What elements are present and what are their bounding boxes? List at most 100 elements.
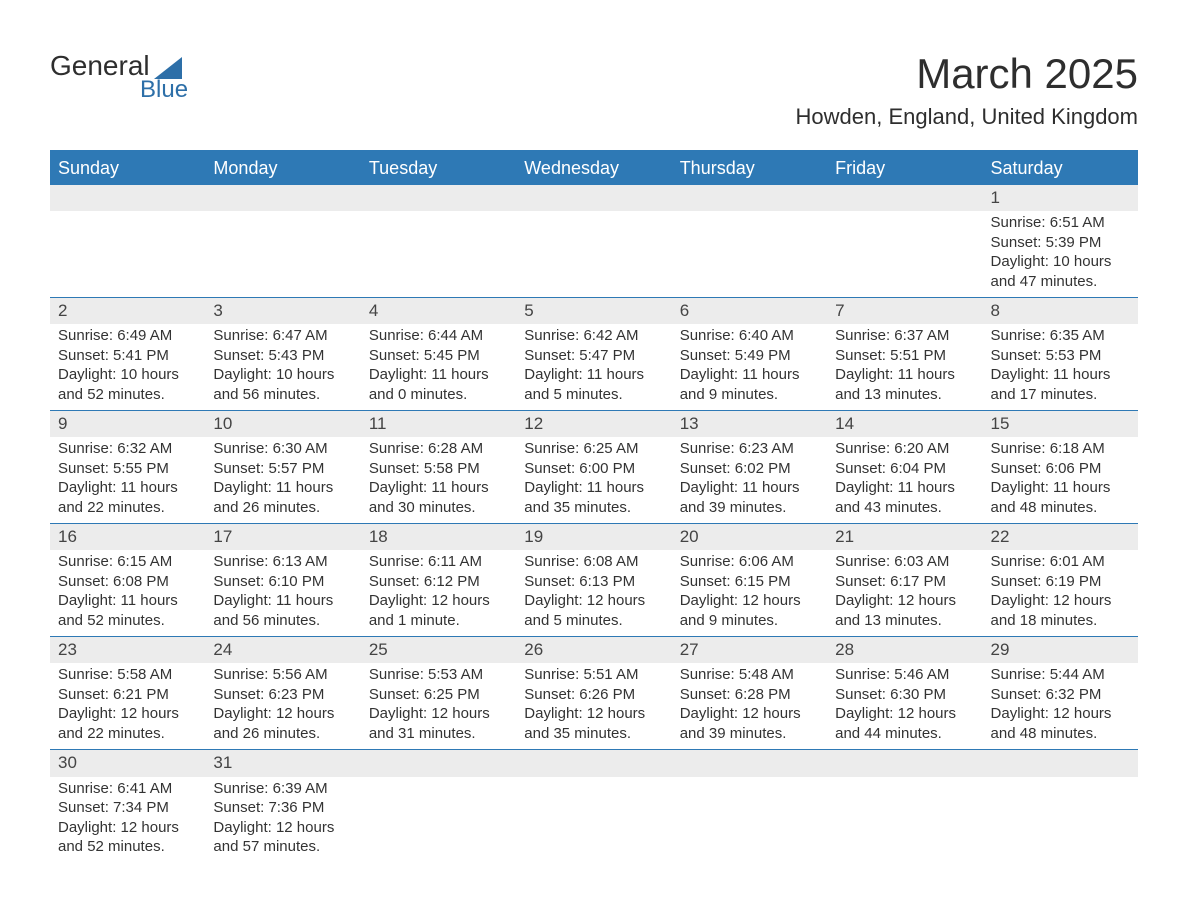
- sunrise-text: Sunrise: 6:25 AM: [524, 439, 663, 459]
- daylight-line1: Daylight: 11 hours: [58, 591, 197, 611]
- sunset-text: Sunset: 5:39 PM: [991, 233, 1130, 253]
- sunset-text: Sunset: 5:51 PM: [835, 346, 974, 366]
- daynum-row: 9101112131415: [50, 411, 1138, 438]
- sunrise-text: Sunrise: 6:47 AM: [213, 326, 352, 346]
- day-cell-detail: [983, 777, 1138, 863]
- day-detail: Sunrise: 6:28 AMSunset: 5:58 PMDaylight:…: [361, 437, 516, 523]
- day-detail: [672, 211, 827, 291]
- sunrise-text: Sunrise: 6:32 AM: [58, 439, 197, 459]
- day-cell-detail: Sunrise: 6:51 AMSunset: 5:39 PMDaylight:…: [983, 211, 1138, 298]
- sunrise-text: Sunrise: 5:48 AM: [680, 665, 819, 685]
- day-cell-detail: [361, 211, 516, 298]
- sunrise-text: Sunrise: 6:23 AM: [680, 439, 819, 459]
- day-number: 12: [516, 411, 671, 437]
- sunset-text: Sunset: 6:32 PM: [991, 685, 1130, 705]
- day-detail: Sunrise: 6:11 AMSunset: 6:12 PMDaylight:…: [361, 550, 516, 636]
- daylight-line1: Daylight: 12 hours: [524, 591, 663, 611]
- day-cell-detail: Sunrise: 6:39 AMSunset: 7:36 PMDaylight:…: [205, 777, 360, 863]
- daylight-line1: Daylight: 12 hours: [991, 591, 1130, 611]
- day-detail: Sunrise: 6:40 AMSunset: 5:49 PMDaylight:…: [672, 324, 827, 410]
- day-cell-detail: Sunrise: 5:56 AMSunset: 6:23 PMDaylight:…: [205, 663, 360, 750]
- day-cell-number: 28: [827, 637, 982, 664]
- sunrise-text: Sunrise: 5:53 AM: [369, 665, 508, 685]
- day-number: 19: [516, 524, 671, 550]
- day-cell-detail: Sunrise: 5:44 AMSunset: 6:32 PMDaylight:…: [983, 663, 1138, 750]
- day-detail: [983, 777, 1138, 857]
- sunset-text: Sunset: 6:19 PM: [991, 572, 1130, 592]
- day-cell-detail: Sunrise: 6:25 AMSunset: 6:00 PMDaylight:…: [516, 437, 671, 524]
- daylight-line1: Daylight: 12 hours: [991, 704, 1130, 724]
- day-number: 21: [827, 524, 982, 550]
- day-cell-number: 24: [205, 637, 360, 664]
- sunrise-text: Sunrise: 5:44 AM: [991, 665, 1130, 685]
- day-cell-number: 11: [361, 411, 516, 438]
- day-cell-number: [516, 750, 671, 777]
- col-sunday: Sunday: [50, 151, 205, 185]
- day-cell-number: 20: [672, 524, 827, 551]
- day-cell-detail: Sunrise: 6:44 AMSunset: 5:45 PMDaylight:…: [361, 324, 516, 411]
- day-cell-detail: Sunrise: 5:48 AMSunset: 6:28 PMDaylight:…: [672, 663, 827, 750]
- day-number: 20: [672, 524, 827, 550]
- day-cell-detail: Sunrise: 6:06 AMSunset: 6:15 PMDaylight:…: [672, 550, 827, 637]
- day-detail: Sunrise: 5:44 AMSunset: 6:32 PMDaylight:…: [983, 663, 1138, 749]
- day-cell-number: [827, 750, 982, 777]
- day-cell-number: 3: [205, 298, 360, 325]
- daylight-line1: Daylight: 10 hours: [991, 252, 1130, 272]
- sunrise-text: Sunrise: 6:08 AM: [524, 552, 663, 572]
- day-detail: [361, 211, 516, 291]
- location: Howden, England, United Kingdom: [796, 104, 1138, 130]
- day-detail: Sunrise: 6:18 AMSunset: 6:06 PMDaylight:…: [983, 437, 1138, 523]
- day-detail: Sunrise: 6:42 AMSunset: 5:47 PMDaylight:…: [516, 324, 671, 410]
- day-number: 7: [827, 298, 982, 324]
- day-number: 2: [50, 298, 205, 324]
- day-detail: [516, 777, 671, 857]
- sunset-text: Sunset: 5:55 PM: [58, 459, 197, 479]
- day-number: 26: [516, 637, 671, 663]
- day-detail: Sunrise: 6:37 AMSunset: 5:51 PMDaylight:…: [827, 324, 982, 410]
- day-cell-number: [672, 185, 827, 211]
- day-cell-number: [672, 750, 827, 777]
- sunset-text: Sunset: 6:13 PM: [524, 572, 663, 592]
- daylight-line1: Daylight: 11 hours: [213, 478, 352, 498]
- sunset-text: Sunset: 5:47 PM: [524, 346, 663, 366]
- daylight-line2: and 52 minutes.: [58, 837, 197, 857]
- day-cell-detail: Sunrise: 6:01 AMSunset: 6:19 PMDaylight:…: [983, 550, 1138, 637]
- day-cell-number: 2: [50, 298, 205, 325]
- detail-row: Sunrise: 6:41 AMSunset: 7:34 PMDaylight:…: [50, 777, 1138, 863]
- sunset-text: Sunset: 7:34 PM: [58, 798, 197, 818]
- day-cell-detail: Sunrise: 6:49 AMSunset: 5:41 PMDaylight:…: [50, 324, 205, 411]
- day-cell-number: [983, 750, 1138, 777]
- daylight-line2: and 1 minute.: [369, 611, 508, 631]
- daylight-line1: Daylight: 11 hours: [369, 365, 508, 385]
- day-number: [983, 750, 1138, 776]
- day-number: [827, 750, 982, 776]
- day-detail: Sunrise: 6:35 AMSunset: 5:53 PMDaylight:…: [983, 324, 1138, 410]
- daylight-line2: and 56 minutes.: [213, 385, 352, 405]
- day-cell-number: 8: [983, 298, 1138, 325]
- daylight-line2: and 57 minutes.: [213, 837, 352, 857]
- daylight-line1: Daylight: 11 hours: [524, 365, 663, 385]
- day-number: [516, 750, 671, 776]
- day-detail: Sunrise: 5:56 AMSunset: 6:23 PMDaylight:…: [205, 663, 360, 749]
- logo: General Blue: [50, 50, 188, 104]
- day-cell-detail: Sunrise: 5:51 AMSunset: 6:26 PMDaylight:…: [516, 663, 671, 750]
- col-thursday: Thursday: [672, 151, 827, 185]
- day-number: 17: [205, 524, 360, 550]
- col-tuesday: Tuesday: [361, 151, 516, 185]
- day-detail: Sunrise: 6:39 AMSunset: 7:36 PMDaylight:…: [205, 777, 360, 863]
- daylight-line2: and 43 minutes.: [835, 498, 974, 518]
- day-cell-detail: Sunrise: 6:20 AMSunset: 6:04 PMDaylight:…: [827, 437, 982, 524]
- detail-row: Sunrise: 6:49 AMSunset: 5:41 PMDaylight:…: [50, 324, 1138, 411]
- day-cell-detail: Sunrise: 6:47 AMSunset: 5:43 PMDaylight:…: [205, 324, 360, 411]
- daylight-line2: and 9 minutes.: [680, 611, 819, 631]
- daylight-line2: and 26 minutes.: [213, 498, 352, 518]
- day-detail: Sunrise: 6:20 AMSunset: 6:04 PMDaylight:…: [827, 437, 982, 523]
- day-number: 4: [361, 298, 516, 324]
- daynum-row: 2345678: [50, 298, 1138, 325]
- day-cell-detail: Sunrise: 6:30 AMSunset: 5:57 PMDaylight:…: [205, 437, 360, 524]
- daynum-row: 1: [50, 185, 1138, 211]
- day-cell-detail: [827, 211, 982, 298]
- daylight-line2: and 0 minutes.: [369, 385, 508, 405]
- day-number: 30: [50, 750, 205, 776]
- sunset-text: Sunset: 6:02 PM: [680, 459, 819, 479]
